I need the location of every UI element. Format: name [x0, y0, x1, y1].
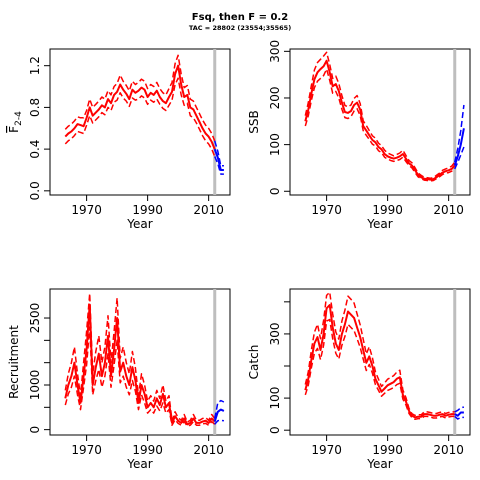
- ssb-x-axis-label: Year: [366, 217, 392, 231]
- f-historical-upper-bound-line: [64, 54, 216, 142]
- ssb-forecast-estimate-line: [453, 128, 465, 166]
- ssb-y-tick-label: 300: [268, 40, 282, 63]
- recruitment-x-tick-label: 2010: [193, 443, 224, 457]
- f-y-axis-label: F2-4: [7, 111, 24, 133]
- f-x-tick-label: 1970: [71, 203, 102, 217]
- f-y-tick-label: 1.2: [28, 56, 42, 75]
- ssb-forecast-lower-bound-line: [454, 146, 465, 170]
- catch-forecast-upper-bound-line: [454, 406, 465, 413]
- ssb-historical-estimate-line: [304, 59, 456, 181]
- panel-catch: 1970 1990 2010 0 100 300 Year Catch: [247, 288, 471, 471]
- catch-plot-frame: [289, 288, 471, 436]
- f-x-axis-label: Year: [126, 217, 152, 231]
- f-plot-frame: [49, 48, 231, 196]
- recruitment-y-tick-label: 0: [28, 426, 42, 434]
- catch-y-tick-label: 0: [268, 426, 282, 434]
- recruitment-forecast-estimate-line: [213, 408, 225, 422]
- f-historical-lower-bound-line: [64, 77, 216, 157]
- f-forecast-upper-bound-line: [213, 140, 224, 167]
- f-forecast-estimate-line: [213, 148, 224, 171]
- ssb-historical-upper-bound-line: [304, 51, 456, 179]
- ssb-x-tick-label: 2010: [433, 203, 464, 217]
- f-x-tick-label: 1990: [132, 203, 163, 217]
- ssb-forecast-upper-bound-line: [453, 104, 465, 163]
- ssb-historical-lower-bound-line: [304, 68, 456, 182]
- ssb-y-tick-label: 100: [268, 133, 282, 156]
- recruitment-y-tick-label: 2500: [28, 303, 42, 334]
- f-forecast-lower-bound-line: [214, 156, 224, 175]
- catch-y-tick-label: 300: [268, 322, 282, 345]
- panel-f: 1970 1990 2010 0.0 0.4 0.8 1.2 Year F2-4: [7, 48, 231, 231]
- f-y-tick-label: 0.0: [28, 181, 42, 200]
- figure-subtitle: TAC = 28802 (23554;35565): [189, 24, 291, 32]
- recruitment-x-tick-label: 1970: [71, 443, 102, 457]
- panel-ssb: 1970 1990 2010 0 100 200 300 Year SSB: [247, 40, 471, 231]
- panel-recruitment: 1970 1990 2010 0 1000 2500 Year Recruitment: [7, 288, 231, 471]
- catch-historical-upper-bound-line: [304, 291, 455, 417]
- catch-x-tick-label: 1970: [311, 443, 342, 457]
- recruitment-x-tick-label: 1990: [132, 443, 163, 457]
- catch-forecast-lower-bound-line: [454, 415, 464, 420]
- ssb-x-tick-label: 1990: [372, 203, 403, 217]
- recruitment-y-axis-label: Recruitment: [7, 325, 21, 399]
- catch-y-tick-label: 100: [268, 387, 282, 410]
- f-y-tick-label: 0.8: [28, 98, 42, 117]
- recruitment-x-axis-label: Year: [126, 457, 152, 471]
- catch-x-tick-label: 1990: [372, 443, 403, 457]
- catch-y-axis-label: Catch: [247, 345, 261, 380]
- catch-x-axis-label: Year: [366, 457, 392, 471]
- ssb-plot-frame: [289, 48, 471, 196]
- recruitment-historical-estimate-line: [64, 303, 216, 426]
- recruitment-y-tick-label: 1000: [28, 370, 42, 401]
- recruitment-forecast-lower-bound-line: [214, 419, 224, 425]
- catch-historical-estimate-line: [304, 304, 455, 419]
- ssb-y-axis-label: SSB: [247, 110, 261, 133]
- f-historical-estimate-line: [64, 64, 216, 150]
- catch-forecast-estimate-line: [454, 411, 464, 417]
- f-x-tick-label: 2010: [193, 203, 224, 217]
- recruitment-plot-frame: [49, 288, 231, 436]
- recruitment-forecast-upper-bound-line: [213, 399, 225, 419]
- catch-historical-lower-bound-line: [304, 318, 455, 421]
- f-y-tick-label: 0.4: [28, 140, 42, 159]
- ssb-y-tick-label: 200: [268, 87, 282, 110]
- ssb-y-tick-label: 0: [268, 187, 282, 195]
- ssb-x-tick-label: 1970: [311, 203, 342, 217]
- catch-x-tick-label: 2010: [433, 443, 464, 457]
- figure-title: Fsq, then F = 0.2: [192, 12, 288, 23]
